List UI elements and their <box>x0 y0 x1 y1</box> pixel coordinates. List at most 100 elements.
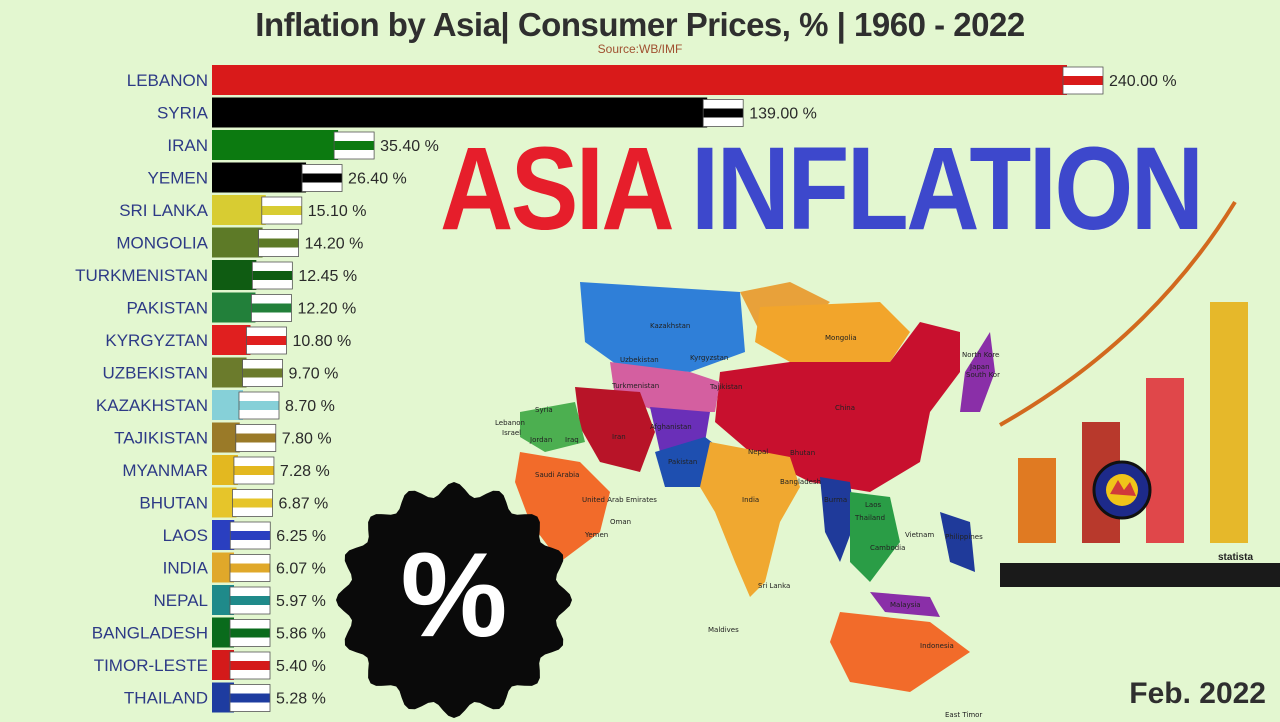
map-label: Uzbekistan <box>620 356 659 364</box>
headline: ASIA INFLATION <box>440 130 1204 248</box>
map-label: Saudi Arabia <box>535 471 579 479</box>
value-label: 12.20 % <box>297 301 356 318</box>
flag-icon <box>1062 66 1104 95</box>
headline-word-inflation: INFLATION <box>691 123 1204 255</box>
bar <box>212 617 234 648</box>
bar <box>212 357 247 388</box>
flag-icon <box>301 164 343 192</box>
category-label: BHUTAN <box>139 494 208 513</box>
category-label: THAILAND <box>124 689 208 708</box>
bar <box>212 195 266 225</box>
flag-icon <box>229 619 271 647</box>
category-label: INDIA <box>163 559 209 578</box>
growth-graphic: statista <box>999 200 1280 587</box>
bar <box>212 65 1067 95</box>
map-label: Sri Lanka <box>758 582 790 590</box>
value-label: 8.70 % <box>285 398 335 415</box>
map-region-china <box>715 322 960 492</box>
map-region-philippines <box>940 512 975 572</box>
map-region-india <box>700 442 800 597</box>
date-label: Feb. 2022 <box>1129 677 1266 710</box>
map-label: Kyrgyzstan <box>690 354 728 362</box>
map-label: Thailand <box>854 514 885 522</box>
growth-bar <box>1146 378 1184 543</box>
flag-icon <box>232 489 273 517</box>
value-label: 14.20 % <box>305 236 364 253</box>
value-label: 5.86 % <box>276 626 326 643</box>
category-label: MYANMAR <box>122 461 208 480</box>
map-label: Japan <box>969 363 990 371</box>
category-label: SRI LANKA <box>119 201 208 220</box>
map-label: Lebanon <box>495 419 525 427</box>
map-label: Burma <box>824 496 847 504</box>
growth-bar <box>1210 302 1248 543</box>
bar <box>212 390 243 420</box>
bar <box>212 130 339 160</box>
percent-symbol: % <box>401 528 508 662</box>
bar <box>212 682 234 713</box>
bar <box>212 97 708 128</box>
flag-icon <box>229 684 271 712</box>
map-label: Kazakhstan <box>650 322 690 330</box>
bar <box>212 650 234 680</box>
flag-icon <box>251 261 293 290</box>
bar <box>212 227 263 258</box>
map-label: China <box>835 404 855 412</box>
category-label: LEBANON <box>127 71 208 90</box>
map-region-indonesia <box>830 612 970 692</box>
value-label: 12.45 % <box>298 268 357 285</box>
flag-icon <box>229 586 271 615</box>
map-label: Syria <box>535 406 553 414</box>
map-label: South Korea <box>966 371 1000 379</box>
chart-title: Inflation by Asia| Consumer Prices, % | … <box>255 6 1025 43</box>
map-label: Iran <box>612 433 626 441</box>
map-label: Cambodia <box>870 544 905 552</box>
map-label: United Arab Emirates <box>582 496 657 504</box>
flag-icon <box>702 99 744 127</box>
category-label: NEPAL <box>154 591 209 610</box>
category-label: TAJIKISTAN <box>114 429 208 448</box>
value-label: 10.80 % <box>292 333 351 350</box>
headline-word-asia: ASIA <box>440 123 675 255</box>
map-label: Yemen <box>584 531 608 539</box>
map-label: Israel <box>502 429 521 437</box>
flag-icon <box>258 229 299 257</box>
value-label: 15.10 % <box>308 203 367 220</box>
cityglobetour-logo <box>1092 460 1152 520</box>
chart-source: Source:WB/IMF <box>597 42 683 56</box>
map-region-iran <box>575 387 655 472</box>
statista-label: statista <box>1218 552 1253 563</box>
bar <box>212 325 251 355</box>
map-label: Bhutan <box>790 449 815 457</box>
category-label: IRAN <box>167 136 208 155</box>
map-label: Turkmenistan <box>611 382 659 390</box>
flag-icon <box>333 131 375 160</box>
category-label: BANGLADESH <box>92 624 208 643</box>
category-label: MONGOLIA <box>116 234 208 253</box>
bar <box>212 520 235 550</box>
value-label: 5.97 % <box>276 593 326 610</box>
category-label: SYRIA <box>157 104 209 123</box>
bar <box>212 162 307 193</box>
map-label: Pakistan <box>668 458 697 466</box>
category-label: LAOS <box>163 526 208 545</box>
value-label: 5.40 % <box>276 658 326 675</box>
flag-icon <box>251 294 292 322</box>
value-label: 6.07 % <box>276 561 326 578</box>
value-label: 7.28 % <box>280 463 330 480</box>
bar <box>212 422 240 453</box>
value-label: 5.28 % <box>276 691 326 708</box>
flag-icon <box>229 554 271 582</box>
map-label: Afghanistan <box>650 423 692 431</box>
growth-baseline <box>1000 563 1280 587</box>
map-region-kazakhstan <box>580 282 745 372</box>
map-label: Tajikistan <box>709 383 742 391</box>
map-label: Philippines <box>945 533 983 541</box>
value-label: 6.25 % <box>276 528 326 545</box>
value-label: 240.00 % <box>1109 73 1177 90</box>
category-label: UZBEKISTAN <box>103 364 208 383</box>
map-region-malaysia <box>870 592 940 617</box>
map-region-levant <box>520 402 585 452</box>
category-label: KAZAKHSTAN <box>96 396 208 415</box>
